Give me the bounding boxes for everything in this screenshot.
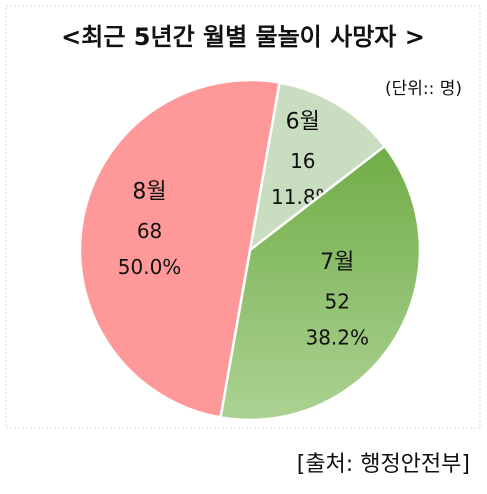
unit-label: (단위:: 명) bbox=[385, 79, 462, 99]
chart-title: <최근 5년간 월별 물놀이 사망자 > bbox=[61, 23, 425, 51]
pie-slice bbox=[79, 78, 281, 419]
pie-slice bbox=[248, 81, 387, 253]
slice-category: 6월 bbox=[286, 110, 320, 135]
source-label: [출처: 행정안전부] bbox=[297, 452, 470, 477]
slice-percent: 38.2% bbox=[305, 325, 369, 349]
slice-category: 7월 bbox=[320, 250, 354, 275]
slice-value: 68 bbox=[137, 219, 162, 243]
slice-category: 8월 bbox=[132, 179, 166, 204]
slice-value: 52 bbox=[325, 289, 350, 313]
slice-percent: 50.0% bbox=[118, 255, 182, 279]
slice-value: 16 bbox=[290, 149, 315, 173]
pie-slice bbox=[219, 144, 422, 422]
chart-frame bbox=[5, 5, 481, 429]
